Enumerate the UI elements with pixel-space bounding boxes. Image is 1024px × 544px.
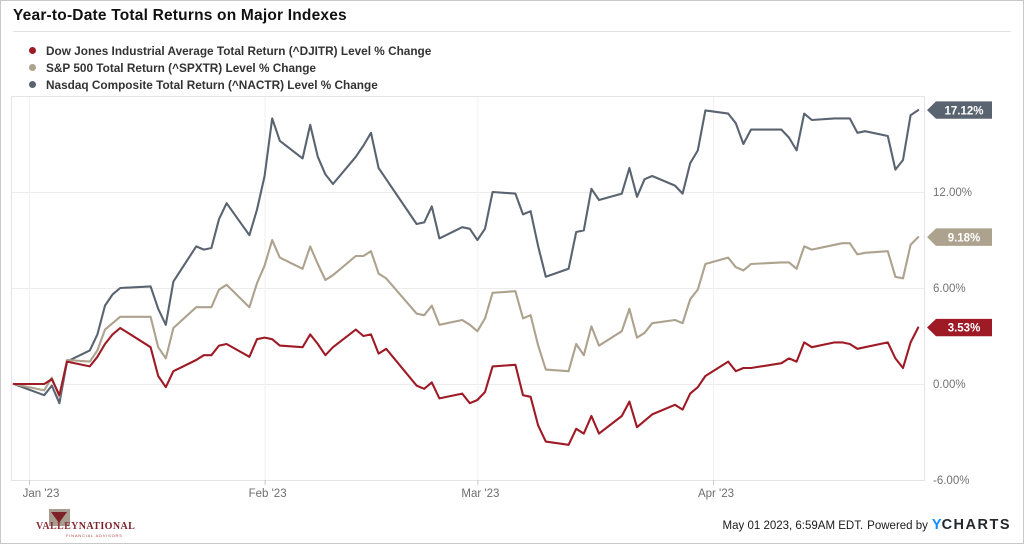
legend-label-sp500: S&P 500 Total Return (^SPXTR) Level % Ch… xyxy=(46,60,316,75)
y-axis-tick-label: 0.00% xyxy=(933,379,966,391)
valley-national-shield-icon xyxy=(49,509,70,526)
title-divider xyxy=(13,31,1011,32)
ycharts-logo-charts: CHARTS xyxy=(941,517,1011,533)
logo-valley: VALLEY xyxy=(36,521,79,532)
x-axis-tick-label: Jan '23 xyxy=(23,488,60,500)
y-axis-tick-label: 6.00% xyxy=(933,283,966,295)
value-tag xyxy=(927,101,992,119)
legend-dot-sp500 xyxy=(29,64,36,71)
value-tag xyxy=(927,228,992,246)
value-tag-label: 17.12% xyxy=(944,105,983,117)
gridlines xyxy=(12,97,924,485)
page-title: Year-to-Date Total Returns on Major Inde… xyxy=(13,7,347,24)
legend-dot-dow xyxy=(29,47,36,54)
legend-dot-nasdaq xyxy=(29,81,36,88)
logo-subtitle: FINANCIAL ADVISORS xyxy=(66,533,123,538)
legend: Dow Jones Industrial Average Total Retur… xyxy=(29,42,431,93)
y-axis-tick-label: -6.00% xyxy=(933,475,969,487)
ycharts-logo: YCHARTS xyxy=(932,517,1011,533)
legend-item-dow: Dow Jones Industrial Average Total Retur… xyxy=(29,42,431,59)
ycharts-logo-y: Y xyxy=(931,517,942,533)
legend-item-nasdaq: Nasdaq Composite Total Return (^NACTR) L… xyxy=(29,76,431,93)
series-lines xyxy=(12,109,920,446)
footer-timestamp: May 01 2023, 6:59AM EDT. xyxy=(722,520,864,532)
x-axis-tick-label: Apr '23 xyxy=(698,488,734,500)
value-tag xyxy=(927,318,992,337)
series-line xyxy=(12,109,920,405)
footer-attribution: May 01 2023, 6:59AM EDT. Powered by YCHA… xyxy=(723,517,1011,533)
value-tags: 3.53% 9.18% 17.12% xyxy=(927,101,992,337)
y-axis-tick-label: 12.00% xyxy=(933,187,972,199)
value-tag-label: 3.53% xyxy=(948,323,981,335)
x-axis-tick-label: Feb '23 xyxy=(249,488,287,500)
x-axis-tick-label: Mar '23 xyxy=(461,488,499,500)
valley-national-logo: VALLEYNATIONAL FINANCIAL ADVISORS xyxy=(36,507,135,541)
legend-label-nasdaq: Nasdaq Composite Total Return (^NACTR) L… xyxy=(46,77,378,92)
legend-item-sp500: S&P 500 Total Return (^SPXTR) Level % Ch… xyxy=(29,59,431,76)
axis-labels: 12.00% 6.00% 0.00% -6.00% Jan '23 Feb '23 Mar … xyxy=(23,187,972,500)
footer-powered-by: Powered by xyxy=(867,520,928,532)
logo-national: NATIONAL xyxy=(78,521,136,532)
series-line xyxy=(12,326,920,446)
legend-label-dow: Dow Jones Industrial Average Total Retur… xyxy=(46,43,432,58)
series-line xyxy=(12,236,920,398)
value-tag-label: 9.18% xyxy=(948,232,981,244)
